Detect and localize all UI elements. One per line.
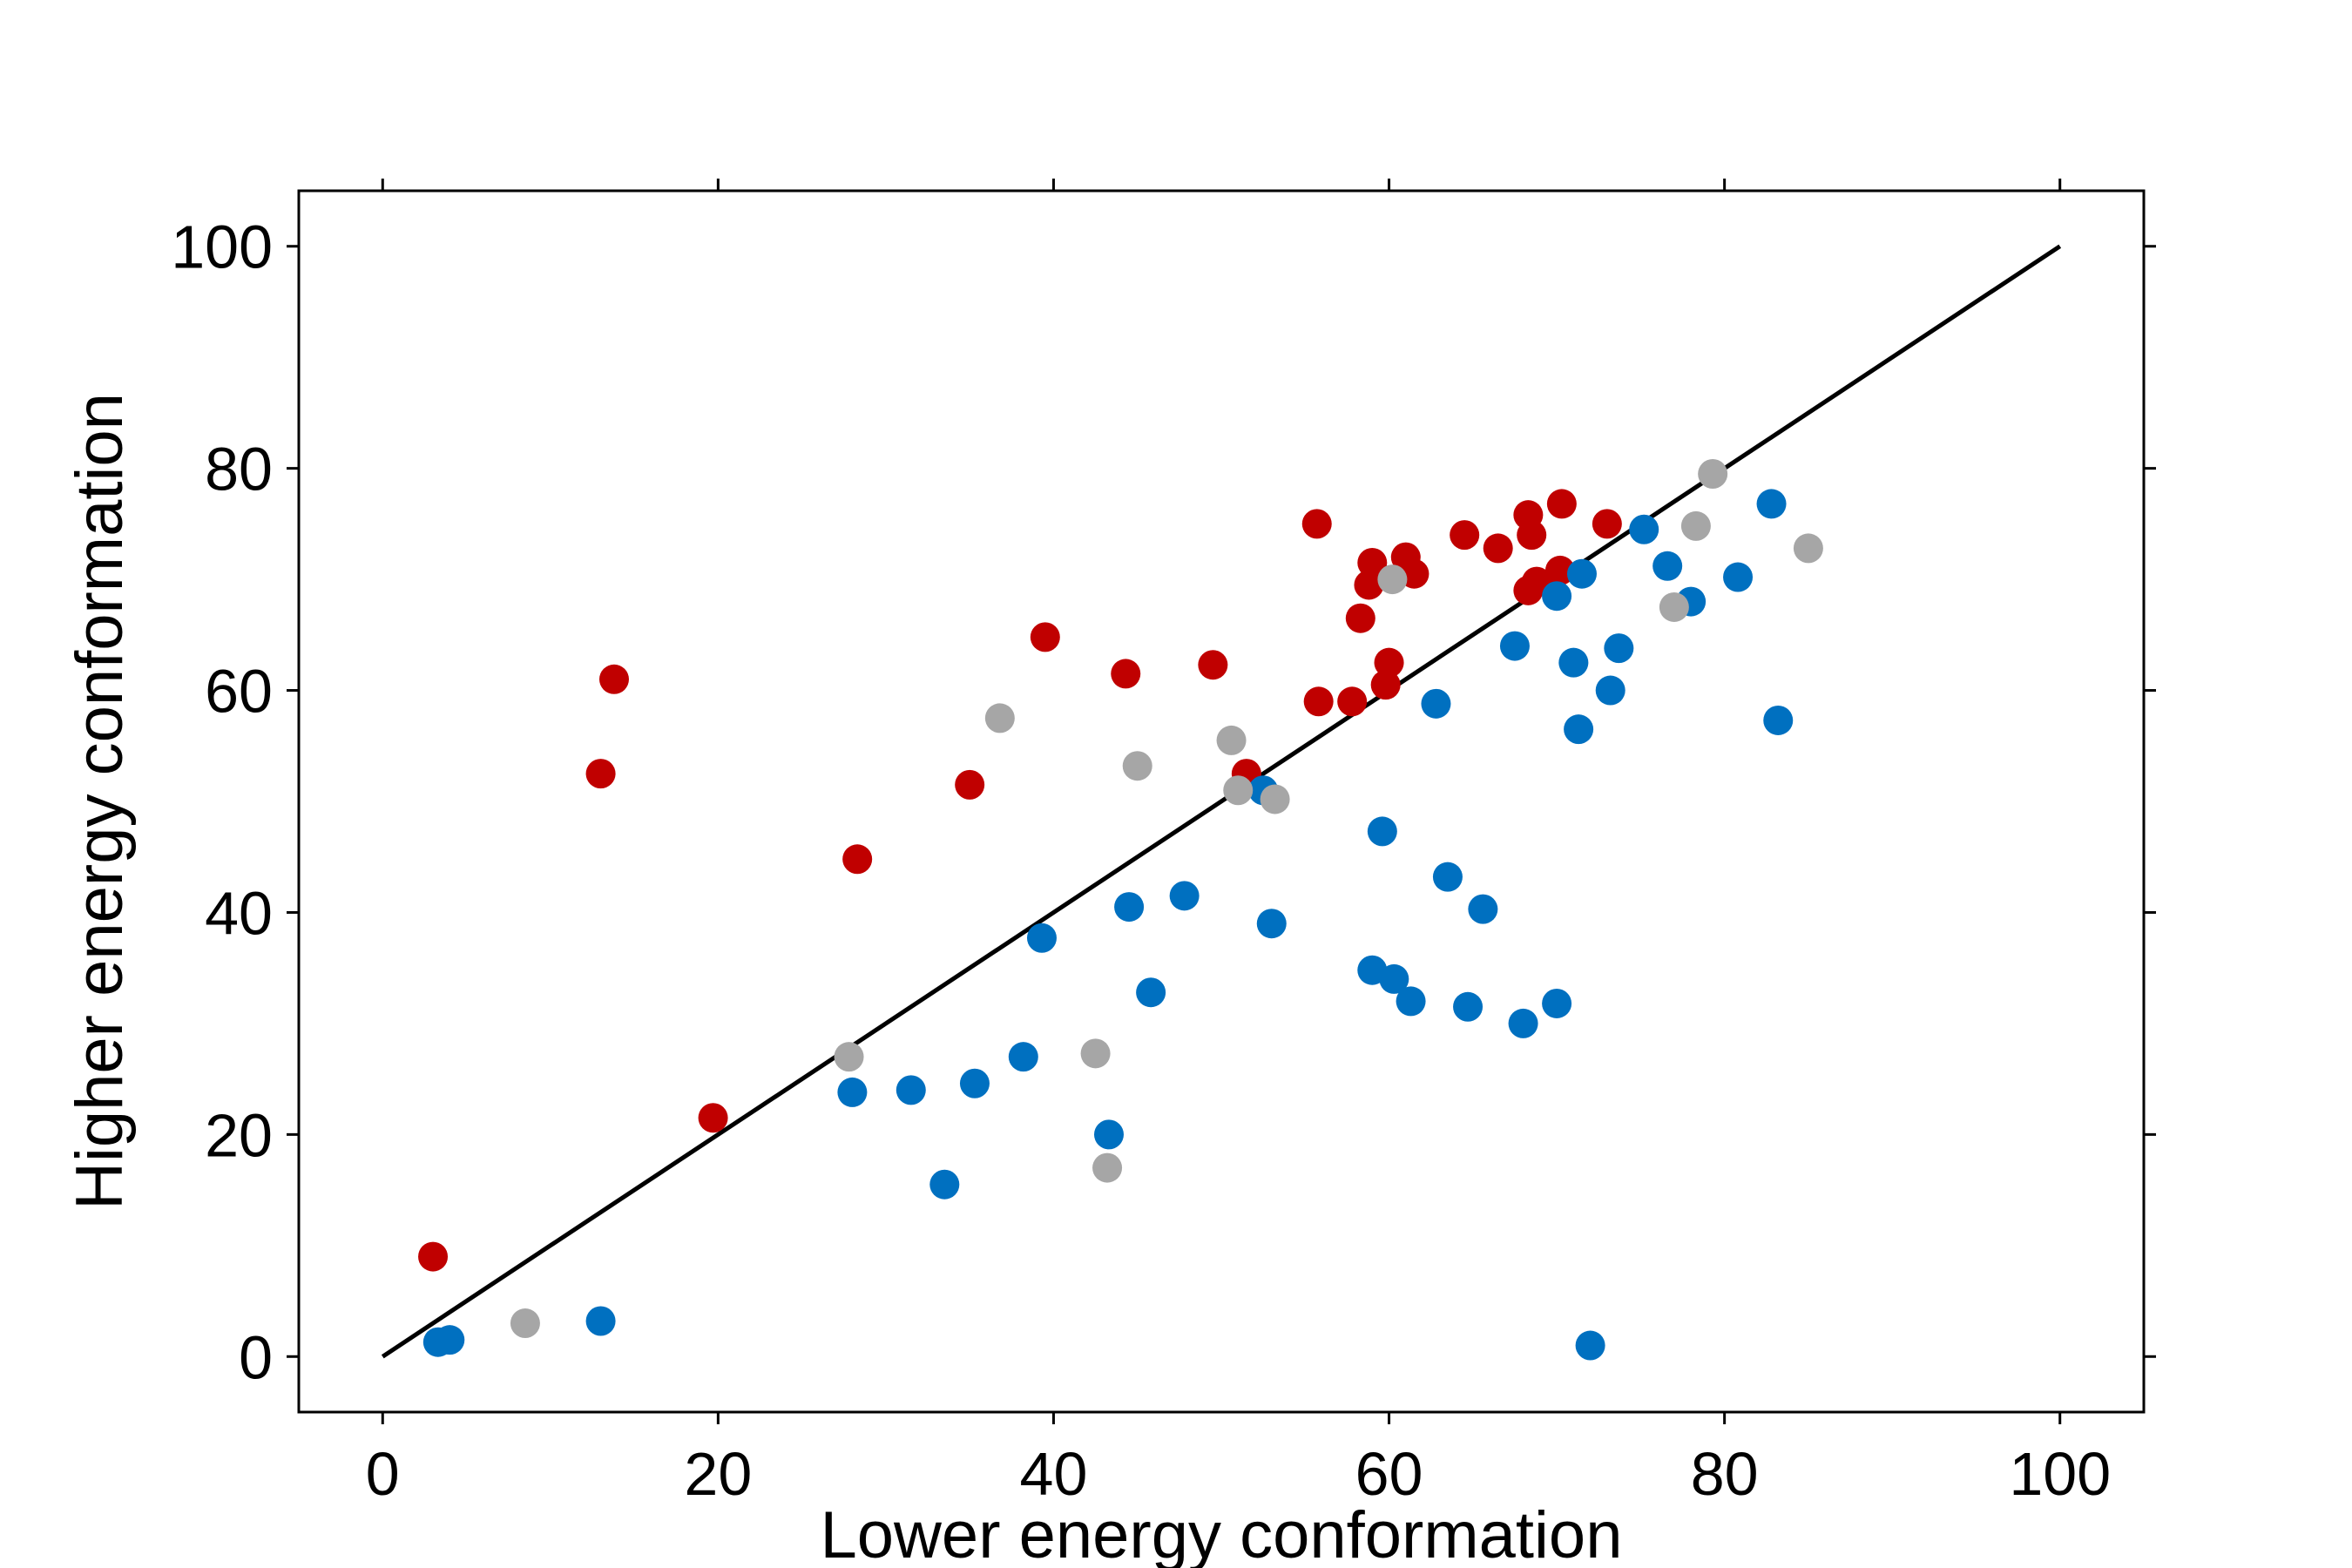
data-point-s0-21 (1483, 533, 1513, 564)
x-tick-label: 60 (1355, 1440, 1423, 1508)
data-points (418, 459, 1823, 1361)
data-point-s1-29 (1564, 714, 1594, 745)
data-point-s1-18 (1396, 986, 1426, 1017)
data-point-s0-12 (1337, 686, 1368, 717)
y-tick-label: 0 (239, 1323, 273, 1391)
data-point-s1-1 (435, 1325, 465, 1355)
data-point-s0-23 (1517, 520, 1547, 551)
data-point-s1-26 (1542, 988, 1572, 1018)
x-tick-label: 0 (366, 1440, 400, 1508)
data-point-s1-14 (1256, 909, 1287, 939)
x-tick-label: 20 (684, 1440, 752, 1508)
data-point-s1-23 (1499, 631, 1530, 661)
data-point-s1-2 (585, 1306, 616, 1336)
data-point-s0-7 (1111, 659, 1141, 689)
data-point-s1-7 (1008, 1042, 1038, 1072)
data-point-s0-26 (1544, 555, 1575, 585)
data-point-s0-20 (1450, 520, 1480, 551)
data-point-s2-2 (984, 703, 1015, 733)
data-point-s2-11 (1680, 510, 1711, 541)
reference-line (381, 244, 2062, 1359)
data-point-s1-25 (1542, 581, 1572, 612)
axis-ticks (287, 179, 2156, 1424)
data-point-s1-17 (1379, 963, 1409, 994)
data-point-s2-10 (1659, 591, 1689, 622)
data-point-s2-7 (1223, 775, 1254, 806)
data-point-s1-30 (1575, 1330, 1605, 1361)
data-point-s0-16 (1370, 670, 1401, 700)
data-point-s0-3 (698, 1103, 728, 1133)
data-point-s0-4 (842, 844, 873, 875)
data-point-s0-1 (585, 759, 616, 789)
plot-frame (297, 189, 2146, 1414)
data-point-s2-13 (1793, 533, 1823, 564)
y-axis-label: Higher energy conformation (63, 393, 137, 1210)
data-point-s2-0 (510, 1308, 540, 1339)
data-point-s0-0 (418, 1241, 449, 1272)
data-point-s2-12 (1698, 459, 1728, 490)
data-point-s1-11 (1136, 977, 1166, 1008)
data-point-s0-2 (598, 664, 629, 694)
data-point-s2-4 (1092, 1152, 1123, 1183)
data-point-s0-8 (1198, 650, 1228, 680)
data-point-s0-15 (1357, 547, 1388, 578)
data-point-s0-11 (1303, 686, 1334, 717)
data-point-s1-31 (1595, 675, 1625, 706)
data-point-s1-22 (1468, 894, 1498, 924)
data-point-s1-12 (1169, 881, 1200, 911)
data-point-s2-3 (1080, 1038, 1111, 1069)
data-point-s1-8 (1026, 923, 1057, 953)
x-tick-label: 40 (1020, 1440, 1088, 1508)
data-point-s1-38 (1763, 705, 1794, 735)
data-point-s2-5 (1122, 751, 1152, 781)
y-tick-label: 80 (205, 436, 273, 504)
data-point-s1-4 (896, 1075, 926, 1105)
data-point-s0-17 (1374, 647, 1404, 678)
data-point-s1-24 (1508, 1008, 1538, 1038)
data-point-s1-32 (1604, 633, 1634, 664)
data-point-s2-9 (1377, 564, 1408, 595)
reference-line-group (381, 244, 2062, 1359)
data-point-s1-34 (1652, 551, 1683, 581)
tick-labels: 0 20 40 60 80 100 0 20 40 60 80 100 (171, 213, 2111, 1508)
data-point-s1-9 (1093, 1119, 1124, 1150)
data-point-s1-36 (1723, 562, 1754, 592)
data-point-s1-33 (1629, 514, 1659, 544)
data-point-s1-21 (1453, 991, 1484, 1022)
data-point-s1-27 (1558, 647, 1589, 678)
data-point-s0-14 (1354, 570, 1384, 600)
data-point-s1-5 (929, 1169, 960, 1200)
data-point-s1-6 (959, 1068, 990, 1098)
data-point-s0-5 (955, 769, 985, 800)
data-point-s1-20 (1432, 862, 1463, 892)
x-axis-label: Lower energy conformation (821, 1498, 1623, 1568)
data-point-s0-27 (1546, 489, 1577, 519)
x-tick-label: 80 (1691, 1440, 1759, 1508)
x-tick-label: 100 (2009, 1440, 2111, 1508)
data-point-s2-8 (1260, 784, 1290, 814)
y-tick-label: 100 (171, 213, 273, 281)
data-point-s1-10 (1114, 892, 1145, 923)
y-tick-label: 60 (205, 658, 273, 726)
data-point-s0-28 (1592, 509, 1622, 539)
data-point-s1-3 (837, 1077, 868, 1107)
data-point-s1-28 (1566, 558, 1597, 589)
data-point-s1-37 (1756, 489, 1787, 519)
data-point-s1-16 (1367, 816, 1397, 847)
data-point-s0-10 (1301, 509, 1332, 539)
data-point-s2-6 (1216, 725, 1247, 755)
y-tick-label: 40 (205, 879, 273, 947)
data-point-s1-19 (1421, 688, 1451, 719)
data-point-s2-1 (834, 1042, 864, 1072)
data-point-s0-6 (1030, 622, 1060, 652)
data-point-s0-13 (1345, 603, 1375, 633)
y-tick-label: 20 (205, 1101, 273, 1169)
